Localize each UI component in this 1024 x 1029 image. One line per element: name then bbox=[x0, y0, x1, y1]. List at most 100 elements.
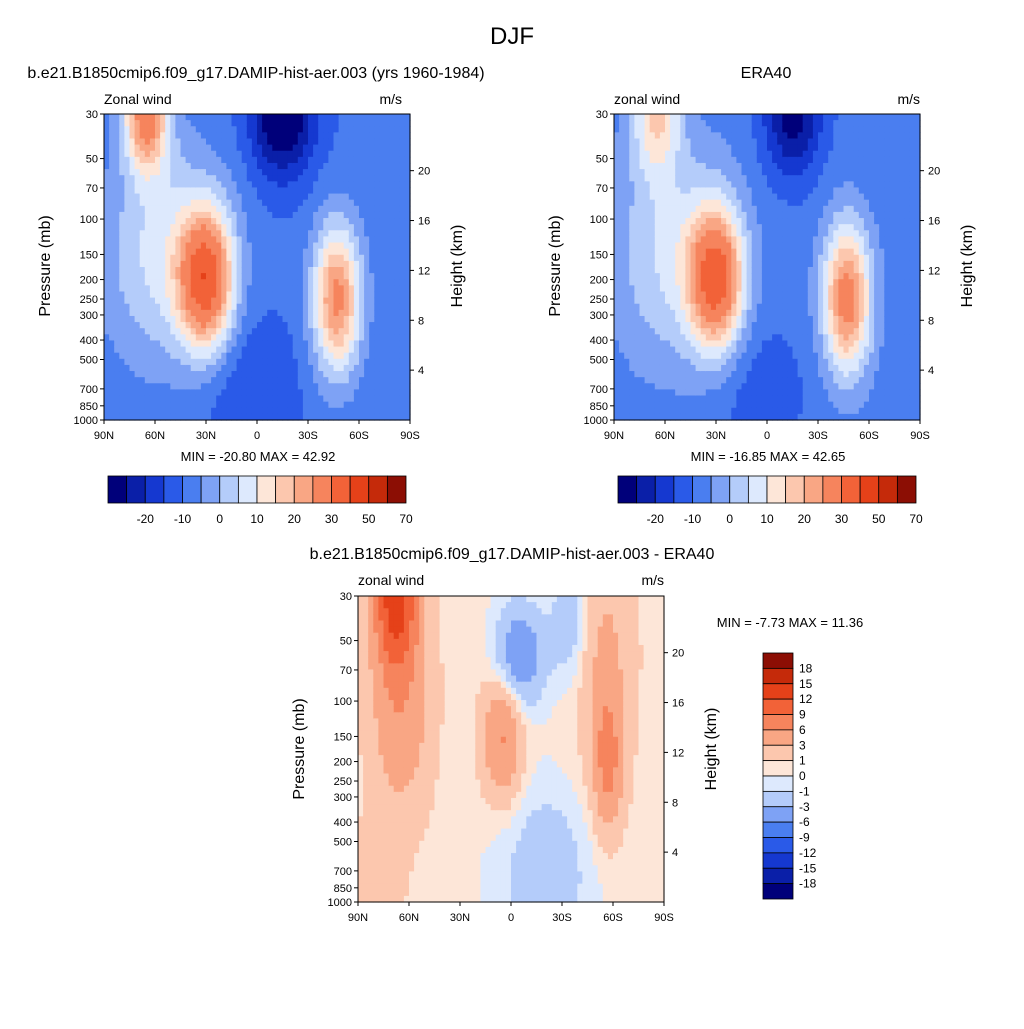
contour-cell bbox=[344, 334, 350, 341]
contour-cell bbox=[400, 249, 406, 256]
contour-cell bbox=[665, 206, 671, 213]
contour-cell bbox=[798, 304, 804, 311]
contour-cell bbox=[374, 114, 380, 121]
contour-cell bbox=[793, 157, 799, 164]
contour-cell bbox=[706, 347, 712, 354]
contour-cell bbox=[691, 200, 697, 207]
contour-cell bbox=[221, 145, 227, 152]
y-axis-label: Pressure (mb) bbox=[37, 215, 54, 316]
contour-cell bbox=[701, 334, 707, 341]
contour-cell bbox=[267, 243, 273, 250]
contour-cell bbox=[634, 194, 640, 201]
contour-cell bbox=[226, 310, 232, 317]
contour-cell bbox=[339, 132, 345, 139]
contour-cell bbox=[655, 230, 661, 237]
contour-cell bbox=[374, 347, 380, 354]
contour-cell bbox=[721, 114, 727, 121]
contour-cell bbox=[237, 145, 243, 152]
contour-cell bbox=[323, 322, 329, 329]
contour-cell bbox=[747, 396, 753, 403]
contour-cell bbox=[675, 243, 681, 250]
contour-cell bbox=[772, 340, 778, 347]
contour-cell bbox=[762, 212, 768, 219]
contour-cell bbox=[201, 291, 207, 298]
y-right-tick-label: 20 bbox=[418, 166, 430, 178]
contour-cell bbox=[782, 402, 788, 409]
contour-cell bbox=[793, 310, 799, 317]
contour-cell bbox=[742, 383, 748, 390]
contour-cell bbox=[237, 402, 243, 409]
contour-cell bbox=[130, 132, 136, 139]
contour-cell bbox=[262, 291, 268, 298]
contour-cell bbox=[747, 365, 753, 372]
contour-cell bbox=[650, 243, 656, 250]
contour-cell bbox=[257, 218, 263, 225]
contour-cell bbox=[211, 120, 217, 127]
contour-cell bbox=[313, 224, 319, 231]
contour-cell bbox=[298, 120, 304, 127]
contour-cell bbox=[680, 371, 686, 378]
contour-cell bbox=[135, 126, 141, 133]
contour-cell bbox=[757, 389, 763, 396]
contour-cell bbox=[114, 334, 120, 341]
contour-cell bbox=[757, 132, 763, 139]
contour-cell bbox=[711, 212, 717, 219]
contour-cell bbox=[793, 126, 799, 133]
contour-cell bbox=[175, 310, 181, 317]
contour-cell bbox=[303, 169, 309, 176]
contour-cell bbox=[247, 236, 253, 243]
contour-cell bbox=[288, 243, 294, 250]
contour-cell bbox=[262, 261, 268, 268]
contour-cell bbox=[145, 249, 151, 256]
contour-cell bbox=[150, 316, 156, 323]
contour-cell bbox=[232, 249, 238, 256]
contour-cell bbox=[114, 169, 120, 176]
contour-cell bbox=[181, 377, 187, 384]
contour-cell bbox=[364, 200, 370, 207]
contour-cell bbox=[772, 371, 778, 378]
contour-cell bbox=[109, 120, 115, 127]
contour-cell bbox=[277, 249, 283, 256]
contour-cell bbox=[318, 169, 324, 176]
contour-cell bbox=[247, 353, 253, 360]
contour-cell bbox=[277, 212, 283, 219]
contour-cell bbox=[303, 187, 309, 194]
contour-cell bbox=[691, 371, 697, 378]
contour-cell bbox=[160, 175, 166, 182]
contour-cell bbox=[680, 340, 686, 347]
contour-cell bbox=[323, 365, 329, 372]
contour-plot: 3050701001502002503004005007008501000201… bbox=[584, 109, 941, 442]
contour-cell bbox=[675, 261, 681, 268]
contour-cell bbox=[293, 249, 299, 256]
contour-cell bbox=[216, 334, 222, 341]
contour-cell bbox=[328, 365, 334, 372]
contour-cell bbox=[293, 120, 299, 127]
contour-cell bbox=[793, 304, 799, 311]
contour-cell bbox=[395, 145, 401, 152]
contour-cell bbox=[323, 389, 329, 396]
contour-cell bbox=[257, 389, 263, 396]
contour-cell bbox=[298, 328, 304, 335]
contour-cell bbox=[685, 243, 691, 250]
contour-cell bbox=[257, 322, 263, 329]
contour-cell bbox=[706, 218, 712, 225]
contour-cell bbox=[670, 145, 676, 152]
contour-cell bbox=[226, 169, 232, 176]
contour-cell bbox=[119, 328, 125, 335]
contour-cell bbox=[772, 120, 778, 127]
contour-cell bbox=[701, 249, 707, 256]
contour-cell bbox=[379, 243, 385, 250]
contour-cell bbox=[369, 243, 375, 250]
contour-cell bbox=[665, 249, 671, 256]
contour-cell bbox=[645, 377, 651, 384]
contour-cell bbox=[400, 383, 406, 390]
contour-cell bbox=[221, 206, 227, 213]
contour-cell bbox=[186, 334, 192, 341]
contour-cell bbox=[344, 243, 350, 250]
contour-cell bbox=[696, 175, 702, 182]
contour-cell bbox=[655, 377, 661, 384]
contour-cell bbox=[267, 218, 273, 225]
contour-cell bbox=[701, 126, 707, 133]
contour-cell bbox=[645, 212, 651, 219]
contour-cell bbox=[767, 218, 773, 225]
